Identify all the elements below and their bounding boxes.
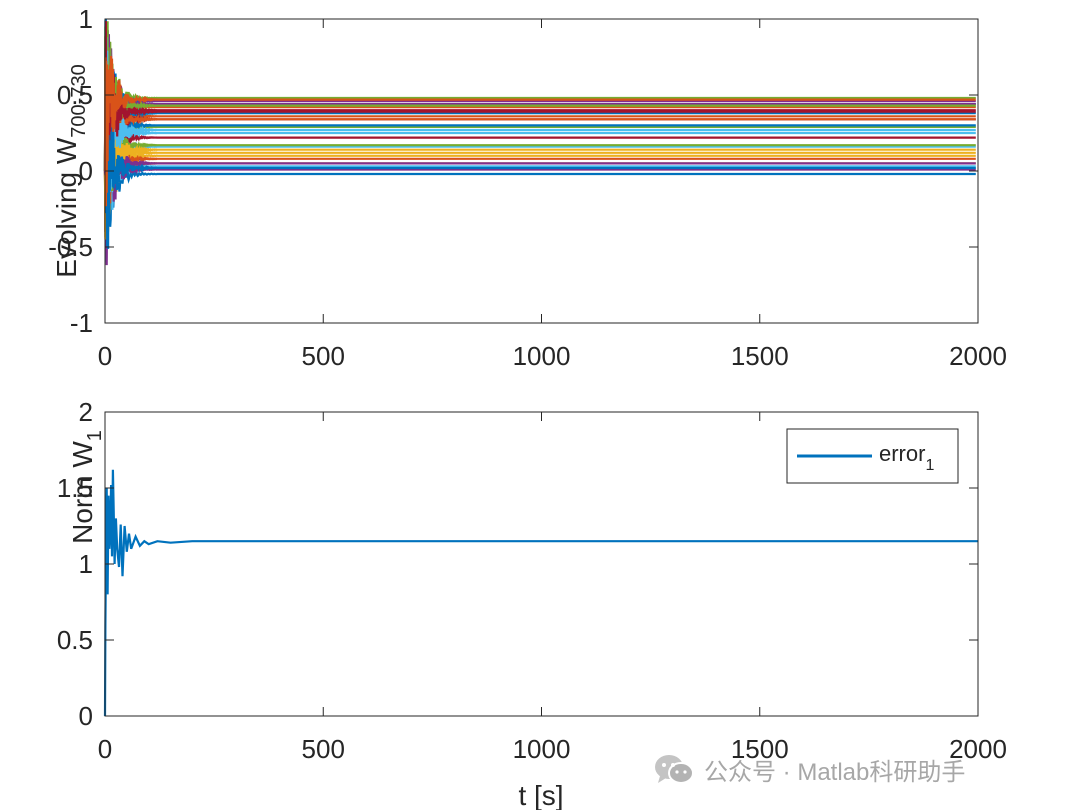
top-plot-series-line <box>103 123 976 249</box>
top-plot-xtick-label: 500 <box>302 341 345 371</box>
top-plot-series-line <box>103 55 976 207</box>
bottom-plot-ytick-label: 1.5 <box>57 473 93 503</box>
bottom-plot-ytick-label: 0 <box>79 701 93 731</box>
top-plot-ytick-label: 0.5 <box>57 80 93 110</box>
top-plot-ytick-label: -1 <box>70 308 93 338</box>
top-plot-ylabel-main: Evolving W <box>51 137 82 278</box>
bottom-plot-series-line <box>103 469 978 717</box>
watermark-text: 公众号 · Matlab科研助手 <box>704 758 966 786</box>
wechat-icon <box>655 755 694 784</box>
bottom-plot-ytick-label: 0.5 <box>57 625 93 655</box>
bottom-plot-ylabel-subscript: 1 <box>84 430 106 441</box>
legend-label-main: error <box>879 441 925 466</box>
top-plot-xtick-label: 0 <box>98 341 112 371</box>
top-plot-series-line <box>103 37 976 193</box>
top-plot-xtick-label: 1000 <box>513 341 571 371</box>
top-plot-xtick-label: 2000 <box>949 341 1007 371</box>
legend: error1 <box>786 428 959 484</box>
top-plot-ytick-label: 1 <box>79 4 93 34</box>
bottom-plot-xtick-label: 1500 <box>731 734 789 764</box>
bottom-plot-xtick-label: 0 <box>98 734 112 764</box>
top-plot-xtick-label: 1500 <box>731 341 789 371</box>
legend-label-error1: error1 <box>879 441 934 474</box>
bottom-plot-xtick-label: 2000 <box>949 734 1007 764</box>
legend-label-subscript: 1 <box>925 457 934 474</box>
top-plot-ticks: 0 500 1000 1500 2000 -1 -0.5 0 0.5 1 <box>48 4 1007 371</box>
top-plot: 0 500 1000 1500 2000 -1 -0.5 0 0.5 1 Evolving W70… <box>48 4 1007 371</box>
top-plot-area <box>105 19 978 323</box>
bottom-plot-xlabel: t [s] <box>518 780 563 810</box>
bottom-plot-xtick-label: 1000 <box>513 734 571 764</box>
top-plot-series-group <box>103 18 976 266</box>
bottom-plot-ylabel: Norm W1 <box>67 430 106 544</box>
bottom-plot-xtick-label: 500 <box>302 734 345 764</box>
bottom-plot-ylabel-main: Norm W <box>67 441 98 544</box>
bottom-plot-series-group <box>103 469 978 717</box>
top-plot-ylabel: Evolving W700-730 <box>51 64 90 277</box>
watermark: 公众号 · Matlab科研助手 <box>652 752 965 786</box>
bottom-plot-ytick-label: 2 <box>79 397 93 427</box>
top-plot-ylabel-subscript: 700-730 <box>68 64 90 137</box>
bottom-plot-ytick-label: 1 <box>79 549 93 579</box>
top-plot-ytick-label: 0 <box>79 156 93 186</box>
top-plot-series-line <box>103 81 976 227</box>
bottom-plot-ticks: 0 500 1000 1500 2000 0 0.5 1 1.5 2 <box>57 397 1007 764</box>
top-plot-ytick-label: -0.5 <box>48 232 93 262</box>
top-plot-series-line <box>103 20 976 181</box>
